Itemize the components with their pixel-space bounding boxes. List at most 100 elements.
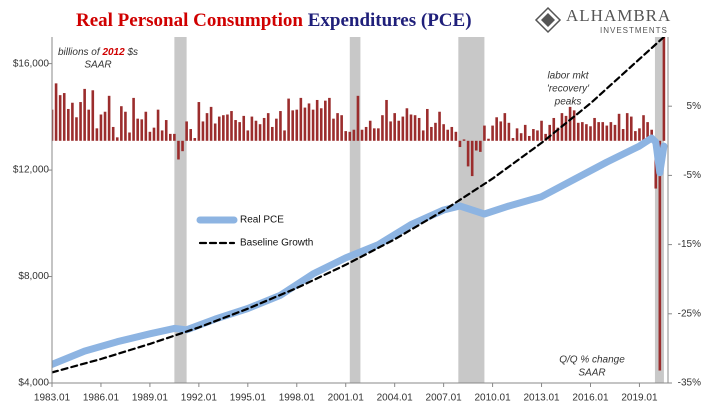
bar [189, 129, 193, 141]
x-tick-label: 1986.01 [83, 393, 120, 404]
bar [173, 133, 176, 141]
bar [519, 133, 523, 141]
bar [568, 106, 572, 141]
bar [266, 113, 270, 141]
legend-label: Real PCE [240, 215, 284, 226]
plot-area [52, 37, 668, 383]
bar [213, 123, 217, 141]
bar [140, 119, 144, 141]
bar [332, 118, 335, 141]
unit-note: SAAR [84, 60, 111, 71]
bar [552, 117, 556, 141]
bar [132, 97, 135, 141]
recession-band [349, 37, 361, 383]
x-tick-label: 2007.01 [426, 393, 463, 404]
bar [62, 93, 66, 141]
annotation: 'recovery' [547, 84, 590, 95]
logo-sub: INVESTMENTS [600, 26, 668, 35]
annotation: Q/Q % change [559, 355, 625, 366]
bar [434, 122, 437, 141]
bar [397, 120, 401, 141]
bar [124, 111, 127, 141]
annotation: SAAR [578, 368, 605, 379]
bar [279, 111, 282, 141]
bar [515, 128, 519, 141]
bar [258, 124, 262, 141]
bar [609, 122, 613, 141]
bar [585, 124, 588, 141]
bar [470, 140, 474, 177]
bar [52, 109, 54, 141]
bar [193, 138, 197, 141]
x-tick-label: 2010.01 [475, 393, 512, 404]
annotation: peaks [554, 97, 582, 108]
bar [128, 132, 131, 141]
bar [511, 138, 515, 141]
bar [462, 139, 466, 141]
bar [315, 99, 319, 141]
x-tick-label: 2019.01 [621, 393, 658, 404]
bar [295, 109, 299, 141]
bar [58, 95, 62, 141]
x-tick-label: 1998.01 [279, 393, 316, 404]
bar [377, 128, 380, 141]
x-tick-label: 2016.01 [572, 393, 609, 404]
bar [164, 120, 168, 141]
bar [250, 116, 254, 141]
bar [556, 127, 560, 141]
annotation: labor mkt [547, 71, 589, 82]
bar [458, 140, 462, 148]
bar [450, 126, 454, 141]
bar [71, 102, 74, 141]
unit-note: billions of 2012 $s [58, 47, 138, 58]
bar [625, 113, 629, 141]
bar [381, 115, 384, 141]
bar [181, 140, 184, 152]
bar [328, 97, 331, 141]
bar [156, 109, 160, 141]
recession-band [174, 37, 187, 383]
bar [372, 128, 376, 141]
bar [421, 130, 425, 141]
bar [99, 114, 103, 141]
bar [642, 115, 645, 141]
bar [95, 128, 99, 141]
bar [438, 111, 441, 141]
bar [564, 115, 568, 141]
bar [185, 121, 188, 141]
bar [79, 102, 82, 141]
bar [426, 108, 429, 141]
bar [479, 140, 482, 152]
x-tick-label: 1992.01 [181, 393, 218, 404]
y2-tick-label: -35% [678, 378, 701, 389]
bar [136, 118, 139, 141]
bar [87, 109, 91, 141]
x-tick-label: 2001.01 [328, 393, 365, 404]
bar [120, 106, 123, 141]
bar [246, 130, 250, 141]
y-tick-label: $8,000 [18, 271, 49, 282]
bar [503, 113, 507, 141]
x-tick-label: 1989.01 [132, 393, 169, 404]
bar [160, 130, 164, 141]
bar [262, 117, 266, 141]
bar [234, 120, 237, 141]
bar [364, 126, 368, 141]
bar [544, 133, 547, 141]
bar [523, 124, 527, 141]
bar [417, 117, 421, 141]
bar [442, 124, 445, 141]
bar [617, 113, 621, 141]
bar [597, 122, 600, 141]
bar [91, 90, 95, 141]
bar [242, 115, 246, 141]
bar [307, 103, 311, 141]
y-tick-label: $12,000 [13, 165, 50, 176]
bar [499, 121, 503, 141]
bar [177, 140, 180, 160]
logo-name: ALHAMBRA [566, 6, 671, 25]
bar [287, 98, 290, 141]
bar [115, 137, 119, 141]
bar [360, 129, 364, 141]
bar [385, 99, 388, 141]
